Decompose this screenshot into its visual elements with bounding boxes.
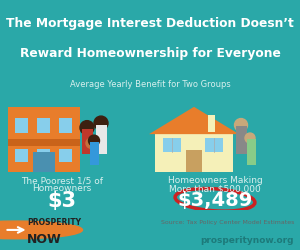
Text: prosperitynow.org: prosperitynow.org — [200, 236, 294, 244]
FancyBboxPatch shape — [208, 115, 215, 132]
Text: NOW: NOW — [27, 232, 62, 245]
Circle shape — [0, 221, 82, 239]
Text: $3: $3 — [47, 190, 76, 210]
Text: $3,489: $3,489 — [177, 190, 253, 210]
Text: Homeowners Making: Homeowners Making — [168, 176, 262, 184]
FancyBboxPatch shape — [8, 140, 80, 146]
FancyBboxPatch shape — [82, 130, 93, 154]
FancyBboxPatch shape — [8, 108, 80, 172]
FancyBboxPatch shape — [163, 139, 181, 153]
FancyBboxPatch shape — [59, 118, 72, 133]
Circle shape — [86, 139, 96, 149]
FancyBboxPatch shape — [247, 140, 256, 166]
FancyBboxPatch shape — [186, 150, 202, 172]
Circle shape — [94, 116, 108, 130]
Text: Average Yearly Benefit for Two Groups: Average Yearly Benefit for Two Groups — [70, 79, 230, 88]
FancyBboxPatch shape — [37, 150, 50, 162]
FancyBboxPatch shape — [37, 118, 50, 133]
FancyBboxPatch shape — [15, 150, 28, 162]
Text: Source: Tax Policy Center Model Estimates: Source: Tax Policy Center Model Estimate… — [160, 219, 294, 224]
FancyBboxPatch shape — [205, 139, 223, 153]
Circle shape — [245, 134, 255, 143]
FancyBboxPatch shape — [236, 127, 247, 154]
Circle shape — [88, 136, 100, 146]
FancyBboxPatch shape — [155, 134, 233, 172]
Polygon shape — [149, 108, 239, 134]
Circle shape — [80, 121, 94, 135]
Text: The Poorest 1/5 of: The Poorest 1/5 of — [21, 176, 103, 184]
Text: Homeowners: Homeowners — [32, 184, 92, 192]
Text: The Mortgage Interest Deduction Doesn’t: The Mortgage Interest Deduction Doesn’t — [6, 17, 294, 30]
Circle shape — [235, 119, 248, 132]
FancyBboxPatch shape — [90, 142, 99, 166]
FancyBboxPatch shape — [33, 152, 55, 172]
FancyBboxPatch shape — [59, 150, 72, 162]
Text: PROSPERITY: PROSPERITY — [27, 217, 81, 226]
FancyBboxPatch shape — [96, 126, 107, 154]
FancyBboxPatch shape — [15, 118, 28, 133]
Text: More than $500,000: More than $500,000 — [169, 184, 261, 192]
Text: Reward Homeownership for Everyone: Reward Homeownership for Everyone — [20, 47, 281, 60]
